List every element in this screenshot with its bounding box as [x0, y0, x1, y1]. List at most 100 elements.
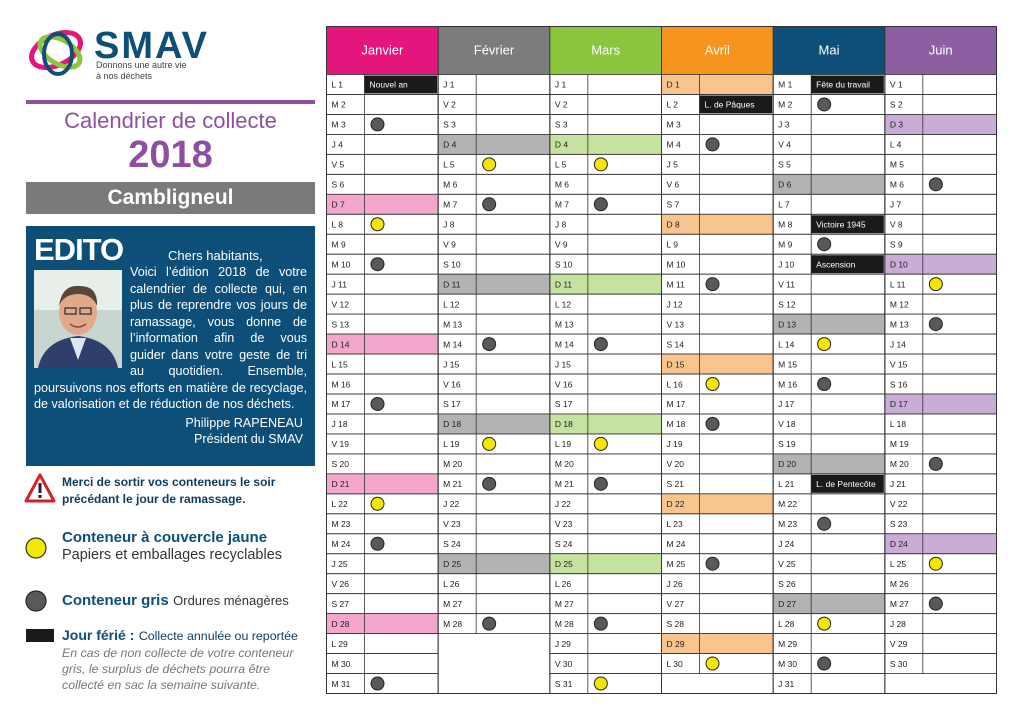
month-name: Avril [705, 42, 730, 57]
day-cell [884, 134, 997, 155]
day-label: D 6 [778, 180, 792, 190]
day-label: M 16 [778, 379, 797, 389]
month-header [326, 26, 439, 75]
day-label: V 9 [443, 239, 456, 249]
day-highlight [438, 134, 550, 155]
gray-bin [705, 416, 720, 431]
day-cell [661, 153, 774, 175]
day-label: S 7 [667, 200, 680, 210]
day-label: M 27 [890, 599, 909, 609]
day-label: L 16 [667, 379, 684, 389]
holiday-icon [26, 629, 54, 642]
gray-bin [593, 197, 608, 212]
day-label: J 31 [778, 679, 794, 689]
day-label: J 8 [443, 220, 455, 230]
day-cell [772, 114, 886, 135]
day-label: M 30 [332, 659, 351, 669]
yellow-bin [593, 676, 608, 691]
gray-bin [705, 556, 720, 571]
day-label: L 21 [778, 479, 795, 489]
day-highlight [661, 74, 774, 95]
day-label: M 7 [443, 200, 457, 210]
greeting: Chers habitants, [168, 248, 263, 263]
day-label: J 25 [332, 559, 348, 569]
yellow-bin [593, 157, 608, 172]
day-label: V 26 [332, 579, 350, 589]
day-label: V 23 [443, 519, 461, 529]
month-name: Février [474, 42, 515, 57]
day-label: M 2 [332, 100, 346, 110]
day-label: M 10 [332, 259, 351, 269]
gray-bin [370, 536, 385, 551]
yellow-bin [817, 616, 832, 631]
day-highlight [884, 114, 997, 135]
day-label: D 18 [443, 419, 461, 429]
day-label: S 10 [443, 259, 461, 269]
day-label: M 13 [555, 319, 574, 329]
month-header [661, 26, 774, 75]
day-label: S 2 [890, 100, 903, 110]
day-label: L 12 [443, 299, 460, 309]
day-label: J 29 [555, 639, 571, 649]
day-label: D 28 [332, 619, 350, 629]
day-label: M 21 [443, 479, 462, 489]
yellow-bin [370, 217, 385, 232]
day-label: M 20 [890, 459, 909, 469]
day-label: L 29 [332, 639, 349, 649]
day-highlight [661, 493, 774, 514]
day-label: S 28 [667, 619, 685, 629]
month-name: Mai [819, 42, 840, 57]
day-label: D 27 [778, 599, 796, 609]
holiday-box [811, 255, 884, 274]
day-label: V 8 [890, 220, 903, 230]
tagline-line: Donnons une autre vie [96, 60, 187, 70]
day-label: S 31 [555, 679, 573, 689]
day-label: M 25 [667, 559, 686, 569]
day-label: M 17 [667, 399, 686, 409]
day-label: L 25 [890, 559, 907, 569]
day-highlight [661, 214, 774, 235]
day-label: V 20 [667, 459, 685, 469]
day-label: J 11 [332, 279, 348, 289]
gray-bin [593, 476, 608, 491]
day-highlight [326, 613, 439, 634]
day-label: S 6 [332, 180, 345, 190]
day-label: M 31 [332, 679, 351, 689]
day-label: V 23 [555, 519, 573, 529]
day-label: V 30 [555, 659, 573, 669]
yellow-bin [705, 377, 720, 391]
gray-bin [482, 197, 497, 212]
day-label: S 23 [890, 519, 908, 529]
day-label: D 14 [332, 339, 350, 349]
signature: Philippe RAPENEAU Président du SMAV [34, 415, 307, 447]
day-label: D 13 [778, 319, 796, 329]
gray-bin [817, 97, 832, 112]
holiday-name: L. de Pâques [705, 100, 755, 110]
gray-bin [928, 596, 943, 611]
holiday-box [811, 215, 884, 234]
day-highlight [661, 633, 774, 654]
day-label: J 24 [778, 539, 794, 549]
tagline-line: à nos déchets [96, 71, 153, 81]
day-highlight [884, 254, 997, 275]
day-label: M 24 [667, 539, 686, 549]
day-label: M 1 [778, 80, 792, 90]
day-label: M 20 [443, 459, 462, 469]
yellow-bin [593, 436, 608, 451]
day-label: V 25 [778, 559, 796, 569]
title: Calendrier de collecte [64, 108, 277, 133]
day-label: M 14 [555, 339, 574, 349]
day-label: J 1 [443, 80, 455, 90]
gray-bin [593, 337, 608, 352]
day-label: S 20 [332, 459, 350, 469]
edito: EDITO Chers habitants, Voici l’édition 20… [26, 226, 315, 466]
day-cell [549, 74, 662, 95]
holiday-name: Fête du travail [816, 80, 870, 90]
day-label: D 10 [890, 259, 908, 269]
day-label: M 3 [332, 120, 346, 130]
day-label: J 18 [332, 419, 348, 429]
day-label: L 23 [667, 519, 684, 529]
gray-bin [705, 137, 720, 152]
day-label: J 3 [778, 120, 790, 130]
